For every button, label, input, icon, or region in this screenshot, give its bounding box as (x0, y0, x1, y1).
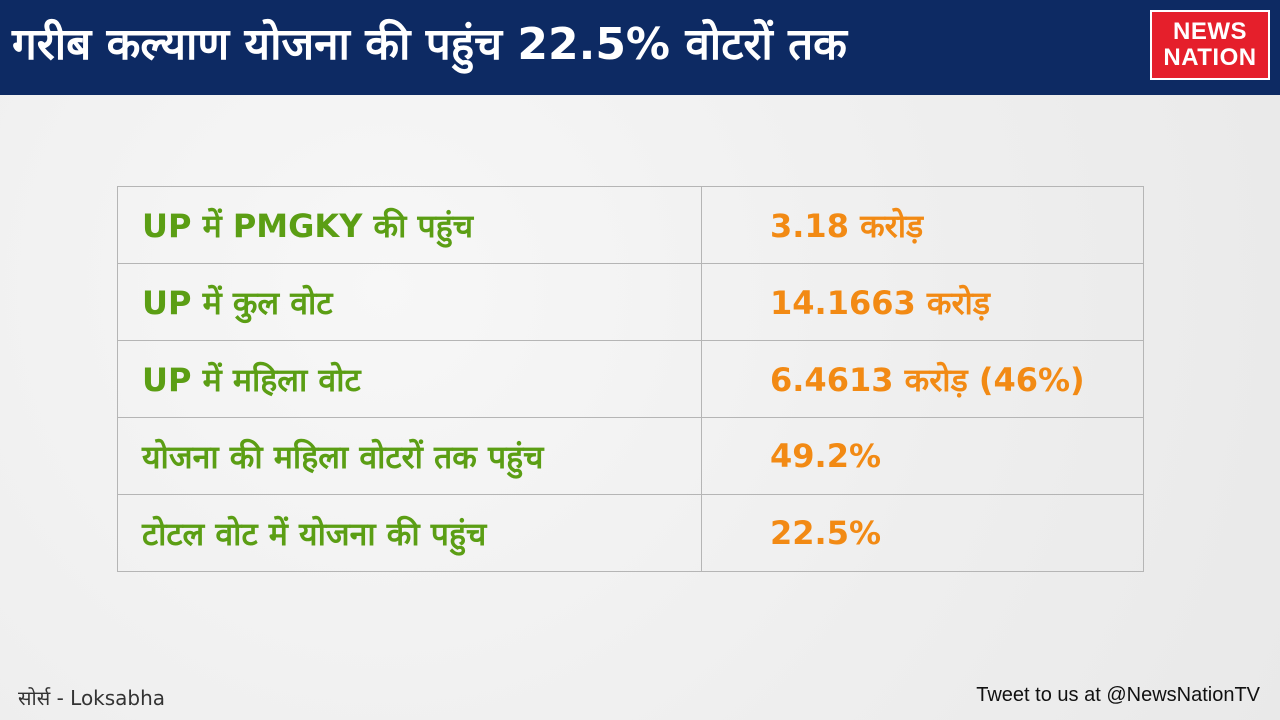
table-row: UP में महिला वोट 6.4613 करोड़ (46%) (117, 340, 1144, 418)
row-value: 6.4613 करोड़ (46%) (701, 340, 1144, 418)
row-label: UP में PMGKY की पहुंच (117, 186, 702, 264)
table-row: UP में कुल वोट 14.1663 करोड़ (117, 263, 1144, 341)
row-value: 3.18 करोड़ (701, 186, 1144, 264)
logo-line-nation: NATION (1163, 44, 1257, 71)
tweet-handle[interactable]: Tweet to us at @NewsNationTV (976, 684, 1260, 706)
row-label: योजना की महिला वोटरों तक पहुंच (117, 417, 702, 495)
table-row: योजना की महिला वोटरों तक पहुंच 49.2% (117, 417, 1144, 495)
row-value: 22.5% (701, 494, 1144, 572)
row-value: 14.1663 करोड़ (701, 263, 1144, 341)
info-table: UP में PMGKY की पहुंच 3.18 करोड़ UP में … (117, 186, 1144, 572)
table-row: टोटल वोट में योजना की पहुंच 22.5% (117, 494, 1144, 572)
source-credit: सोर्स - Loksabha (18, 686, 166, 710)
headline: गरीब कल्याण योजना की पहुंच 22.5% वोटरों … (12, 19, 847, 70)
row-label: UP में कुल वोट (117, 263, 702, 341)
row-label: टोटल वोट में योजना की पहुंच (117, 494, 702, 572)
row-value: 49.2% (701, 417, 1144, 495)
header-bar: गरीब कल्याण योजना की पहुंच 22.5% वोटरों … (0, 0, 1280, 95)
news-nation-logo[interactable]: NEWS NATION (1150, 10, 1270, 80)
logo-line-news: NEWS (1173, 18, 1247, 45)
table-row: UP में PMGKY की पहुंच 3.18 करोड़ (117, 186, 1144, 264)
row-label: UP में महिला वोट (117, 340, 702, 418)
